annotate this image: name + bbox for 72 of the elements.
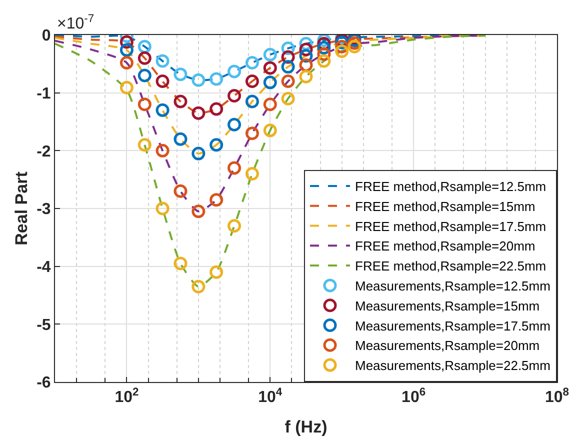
point [210, 102, 224, 116]
point [120, 56, 134, 70]
point [138, 138, 152, 152]
point [210, 138, 224, 152]
point [263, 76, 277, 90]
point [156, 54, 170, 68]
legend-label: Measurements,Rsample=15mm [355, 298, 540, 314]
point [174, 68, 188, 82]
point [245, 56, 259, 70]
text: ×10$^{-7}$ [57, 13, 94, 33]
x-tick-label: 10$^{4}$ [258, 386, 283, 406]
legend-label: Measurements,Rsample=20mm [355, 338, 540, 354]
point [245, 94, 259, 108]
y-axis-title: Real Part [12, 171, 32, 246]
point [263, 48, 277, 62]
point [281, 60, 295, 74]
legend-label: FREE method,Rsample=20mm [355, 238, 536, 254]
point [156, 103, 170, 117]
point [299, 70, 313, 84]
y-tick-label: -2 [36, 143, 51, 160]
point [174, 256, 188, 270]
legend-label: FREE method,Rsample=15mm [355, 198, 536, 214]
point [156, 74, 170, 88]
x-tick-label: 10$^{2}$ [114, 386, 139, 406]
point [228, 88, 242, 102]
point [120, 43, 134, 57]
point [174, 94, 188, 108]
point [245, 167, 259, 181]
legend-label: Measurements,Rsample=17.5mm [355, 318, 550, 334]
y-tick-label: -3 [36, 201, 51, 218]
point [138, 68, 152, 82]
y-tick-label: -6 [36, 374, 51, 392]
point [156, 202, 170, 216]
y-tick-label: -1 [36, 85, 51, 102]
point [192, 106, 206, 120]
point [317, 54, 331, 68]
point [263, 98, 277, 112]
point [174, 184, 188, 198]
point [192, 146, 206, 160]
y-tick-label: -4 [36, 258, 51, 276]
point [210, 265, 224, 279]
x-tick-label: 10$^{6}$ [402, 386, 426, 406]
point [281, 74, 295, 88]
point [281, 92, 295, 106]
point [120, 80, 134, 94]
point [192, 204, 206, 218]
y-tick-label: -5 [36, 316, 51, 334]
y-tick-label: 0 [42, 28, 51, 45]
legend-label: FREE method,Rsample=17.5mm [355, 218, 546, 234]
legend-label: Measurements,Rsample=22.5mm [355, 358, 550, 374]
point [192, 73, 206, 87]
point [210, 193, 224, 207]
point [138, 51, 152, 65]
point [192, 280, 206, 294]
legend-label: Measurements,Rsample=12.5mm [355, 278, 550, 294]
point [156, 144, 170, 158]
point [228, 161, 242, 175]
x-tick-label: 10$^{8}$ [544, 386, 570, 406]
point [228, 219, 242, 233]
legend-label: FREE method,Rsample=12.5mm [355, 179, 546, 194]
legend-label: FREE method,Rsample=22.5mm [355, 258, 546, 274]
point [245, 74, 259, 88]
point [228, 64, 242, 78]
point [138, 98, 152, 112]
point [210, 72, 224, 86]
point [335, 44, 349, 58]
point [245, 126, 259, 140]
point [174, 132, 188, 146]
point [263, 61, 277, 75]
point [263, 124, 277, 138]
x-axis-title: f (Hz) [284, 418, 328, 437]
point [228, 118, 242, 132]
